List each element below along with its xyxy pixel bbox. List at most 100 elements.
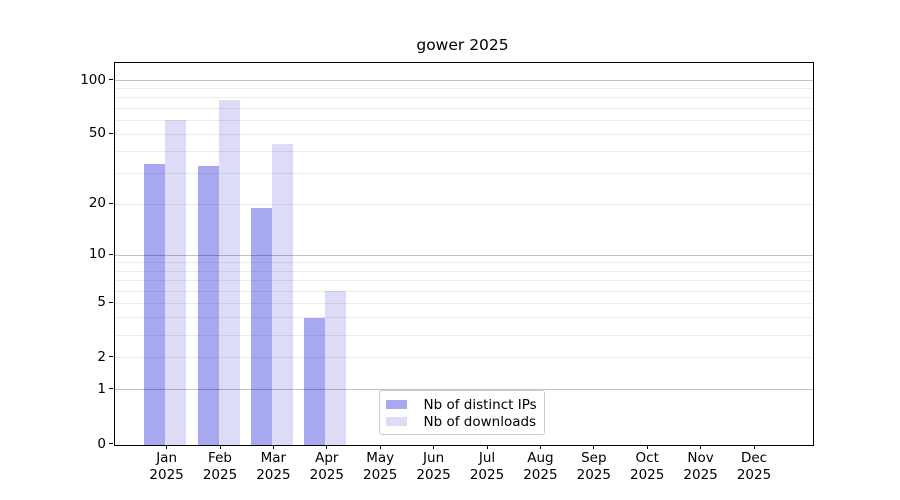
y-tick-label: 2	[97, 348, 106, 365]
y-tick-mark	[109, 253, 113, 255]
x-tick-label-jun: Jun 2025	[402, 450, 466, 484]
x-tick-year: 2025	[630, 466, 665, 483]
x-tick-month: Sep	[581, 449, 607, 466]
plot-area	[113, 61, 814, 446]
x-tick-month: Mar	[260, 449, 287, 466]
chart-title: gower 2025	[416, 36, 509, 54]
x-tick-mark	[646, 444, 648, 449]
x-tick-year: 2025	[469, 466, 505, 483]
x-tick-month: May	[366, 449, 395, 466]
y-tick-label: 100	[80, 71, 106, 88]
x-tick-month: Apr	[315, 449, 339, 466]
x-tick-year: 2025	[149, 466, 184, 483]
x-tick-mark	[326, 444, 328, 449]
x-tick-month: Feb	[208, 449, 232, 466]
y-tick-mark	[109, 356, 113, 358]
gridline-minor	[114, 302, 813, 304]
x-tick-month: Jan	[156, 449, 177, 466]
x-tick-label-feb: Feb 2025	[188, 450, 252, 484]
x-tick-label-may: May 2025	[348, 450, 412, 484]
y-tick-label: 1	[97, 380, 106, 397]
y-tick-label: 0	[97, 435, 106, 452]
x-tick-mark	[539, 444, 541, 449]
x-tick-mark	[272, 444, 274, 449]
bar-nb-of-distinct-ips-feb	[197, 166, 219, 445]
bar-nb-of-distinct-ips-apr	[304, 317, 326, 445]
gridline-minor	[114, 334, 813, 336]
x-tick-label-jul: Jul 2025	[455, 450, 519, 484]
gridline-minor	[114, 151, 813, 153]
gridline-minor	[114, 357, 813, 359]
bar-nb-of-distinct-ips-mar	[250, 208, 272, 445]
x-tick-mark	[753, 444, 755, 449]
x-tick-label-apr: Apr 2025	[295, 450, 359, 484]
y-tick-mark	[109, 202, 113, 204]
gridline-minor	[114, 203, 813, 205]
x-tick-mark	[379, 444, 381, 449]
gridline-minor	[114, 280, 813, 282]
gridline-major	[114, 389, 813, 391]
gridline-minor	[114, 317, 813, 319]
gridline-minor	[114, 107, 813, 109]
bar-nb-of-downloads-jan	[165, 120, 187, 445]
gridline-minor	[114, 97, 813, 99]
y-tick-mark	[109, 388, 113, 390]
gridline-minor	[114, 88, 813, 90]
x-tick-month: Nov	[687, 449, 714, 466]
legend-item-downloads: Nb of downloads	[385, 413, 544, 430]
x-tick-year: 2025	[363, 466, 398, 483]
x-tick-mark	[700, 444, 702, 449]
gridline-minor	[114, 262, 813, 264]
gridline-major	[114, 80, 813, 82]
y-tick-label: 50	[88, 125, 106, 142]
y-tick-mark	[109, 301, 113, 303]
x-tick-mark	[593, 444, 595, 449]
x-tick-label-dec: Dec 2025	[722, 450, 786, 484]
gridline-minor	[114, 173, 813, 175]
y-tick-mark	[109, 132, 113, 134]
legend-swatch-downloads	[385, 416, 407, 427]
x-tick-mark	[486, 444, 488, 449]
x-tick-label-sep: Sep 2025	[562, 450, 626, 484]
legend-label-distinct-ips: Nb of distinct IPs	[423, 396, 537, 413]
x-tick-mark	[166, 444, 168, 449]
bar-nb-of-downloads-apr	[325, 291, 347, 445]
x-tick-label-oct: Oct 2025	[615, 450, 679, 484]
bar-nb-of-downloads-mar	[271, 144, 293, 445]
bar-nb-of-distinct-ips-jan	[144, 164, 166, 445]
x-tick-month: Jun	[423, 449, 445, 466]
y-tick-mark	[109, 79, 113, 81]
y-tick-label: 20	[88, 195, 106, 212]
x-tick-mark	[219, 444, 221, 449]
x-tick-year: 2025	[683, 466, 718, 483]
x-tick-year: 2025	[416, 466, 451, 483]
x-tick-year: 2025	[202, 466, 238, 483]
x-tick-month: Dec	[740, 449, 768, 466]
x-tick-label-nov: Nov 2025	[669, 450, 733, 484]
x-tick-label-mar: Mar 2025	[241, 450, 305, 484]
x-tick-mark	[433, 444, 435, 449]
gridline-major	[114, 254, 813, 256]
x-tick-year: 2025	[523, 466, 558, 483]
gridline-minor	[114, 119, 813, 121]
x-tick-month: Aug	[527, 449, 554, 466]
x-tick-year: 2025	[736, 466, 772, 483]
x-tick-label-aug: Aug 2025	[508, 450, 572, 484]
legend: Nb of distinct IPs Nb of downloads	[378, 390, 545, 435]
legend-item-distinct-ips: Nb of distinct IPs	[385, 396, 544, 413]
x-tick-month: Jul	[478, 449, 496, 466]
bar-nb-of-downloads-feb	[218, 99, 240, 445]
legend-swatch-distinct-ips	[385, 399, 407, 410]
legend-label-downloads: Nb of downloads	[423, 413, 537, 430]
x-tick-year: 2025	[256, 466, 291, 483]
x-tick-month: Oct	[635, 449, 659, 466]
y-tick-label: 10	[88, 246, 106, 263]
x-tick-label-jan: Jan 2025	[135, 450, 199, 484]
y-tick-label: 5	[97, 294, 106, 311]
gridline-minor	[114, 133, 813, 135]
x-tick-year: 2025	[576, 466, 611, 483]
gridline-minor	[114, 290, 813, 292]
x-tick-year: 2025	[309, 466, 344, 483]
y-tick-mark	[109, 443, 113, 444]
